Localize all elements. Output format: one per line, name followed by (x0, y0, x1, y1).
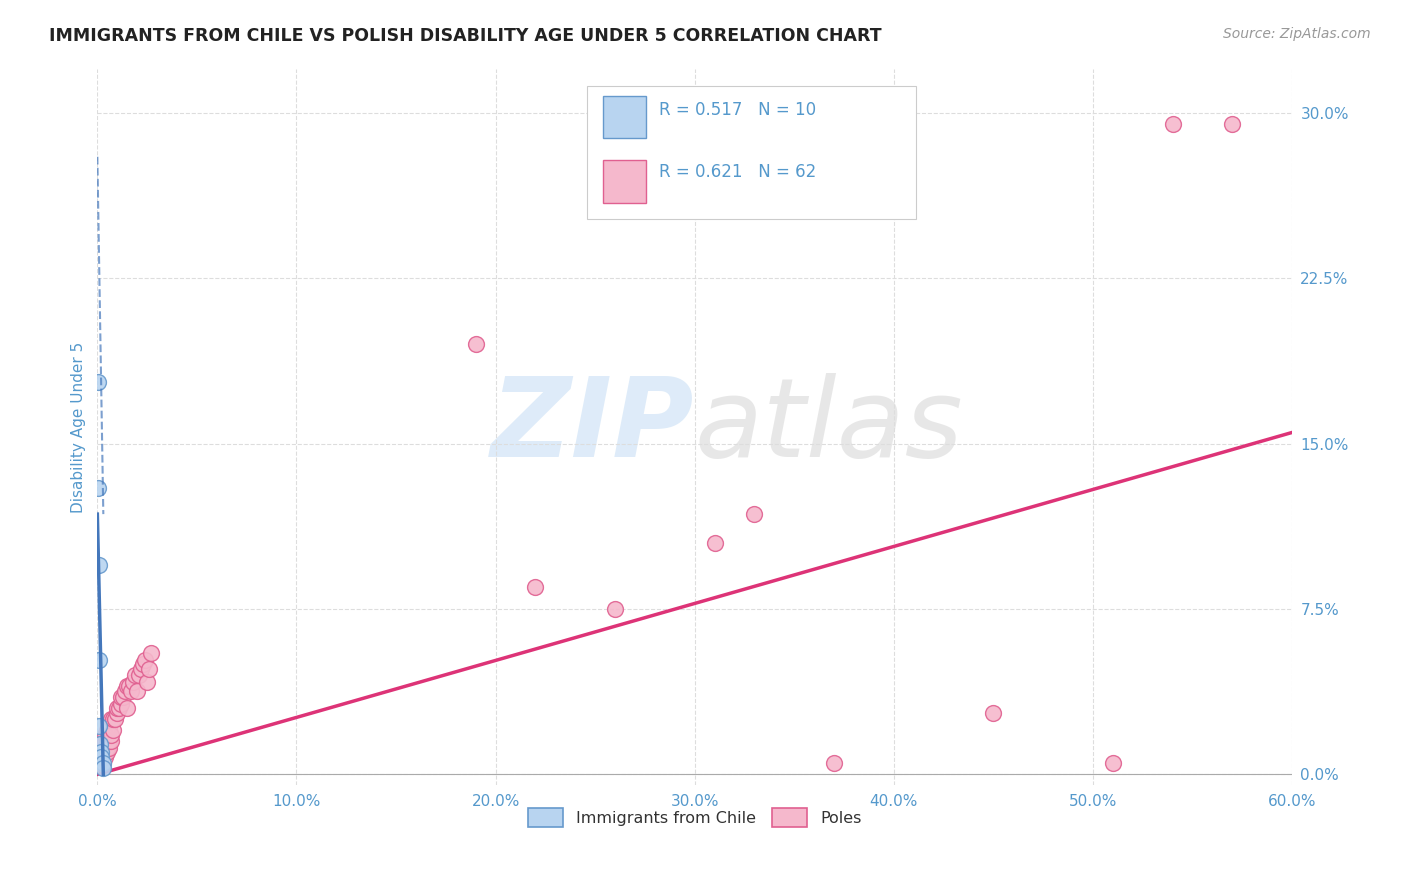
Point (136, 674, 159, 689)
Text: Source: ZipAtlas.com: Source: ZipAtlas.com (1223, 27, 1371, 41)
Point (90, 740, 112, 755)
Point (89, 719, 111, 733)
Point (89, 558, 111, 572)
Point (96, 740, 118, 755)
Point (100, 728, 122, 742)
Point (89, 745, 111, 759)
Point (129, 661, 152, 675)
Point (823, 756, 845, 771)
Point (89, 653, 111, 667)
Point (103, 723, 125, 738)
Point (96, 723, 118, 738)
Point (98, 734, 121, 748)
Point (94, 734, 117, 748)
Point (91, 749, 114, 764)
Point (108, 701, 131, 715)
Point (981, 706, 1004, 720)
Text: IMMIGRANTS FROM CHILE VS POLISH DISABILITY AGE UNDER 5 CORRELATION CHART: IMMIGRANTS FROM CHILE VS POLISH DISABILI… (49, 27, 882, 45)
Point (115, 679, 138, 693)
Point (87, 375, 110, 389)
Point (703, 536, 725, 550)
Text: R = 0.517   N = 10: R = 0.517 N = 10 (659, 101, 815, 120)
Point (91, 756, 114, 771)
Point (94, 728, 117, 742)
Point (744, 507, 766, 521)
Point (132, 657, 155, 672)
Point (138, 661, 160, 675)
Point (110, 690, 132, 705)
Point (89, 740, 111, 755)
Point (90, 745, 112, 759)
Point (112, 690, 135, 705)
Point (128, 668, 150, 682)
Point (134, 653, 156, 667)
Point (90, 749, 112, 764)
Point (110, 697, 132, 711)
Point (104, 712, 127, 726)
Point (91, 756, 114, 771)
Point (100, 712, 122, 726)
Legend: Immigrants from Chile, Poles: Immigrants from Chile, Poles (520, 800, 869, 835)
Point (127, 683, 149, 698)
FancyBboxPatch shape (588, 87, 915, 219)
Point (98, 740, 121, 755)
Point (91, 761, 114, 775)
Point (96, 745, 118, 759)
Point (1161, 117, 1184, 131)
Point (90, 745, 112, 759)
Point (96, 734, 118, 748)
FancyBboxPatch shape (603, 95, 645, 138)
Point (94, 745, 117, 759)
Point (89, 756, 111, 771)
Point (90, 749, 112, 764)
Point (94, 749, 117, 764)
Point (524, 580, 547, 594)
Point (87, 481, 110, 495)
FancyBboxPatch shape (603, 161, 645, 202)
Point (103, 712, 125, 726)
Point (105, 706, 128, 720)
Point (118, 679, 141, 693)
Y-axis label: Disability Age Under 5: Disability Age Under 5 (72, 342, 86, 513)
Text: ZIP: ZIP (491, 374, 695, 481)
Point (603, 602, 626, 616)
Text: R = 0.621   N = 62: R = 0.621 N = 62 (659, 163, 815, 181)
Point (114, 683, 136, 698)
Point (100, 734, 122, 748)
Point (89, 737, 111, 751)
Point (115, 701, 138, 715)
Point (98, 719, 121, 733)
Point (87, 756, 110, 771)
Point (87, 749, 110, 764)
Point (105, 701, 128, 715)
Point (120, 683, 142, 698)
Point (1101, 756, 1123, 771)
Point (91, 745, 114, 759)
Point (91, 740, 114, 755)
Point (122, 674, 145, 689)
Point (1220, 117, 1243, 131)
Point (139, 646, 162, 660)
Point (464, 337, 486, 351)
Point (124, 668, 146, 682)
Point (98, 723, 121, 738)
Text: atlas: atlas (695, 374, 963, 481)
